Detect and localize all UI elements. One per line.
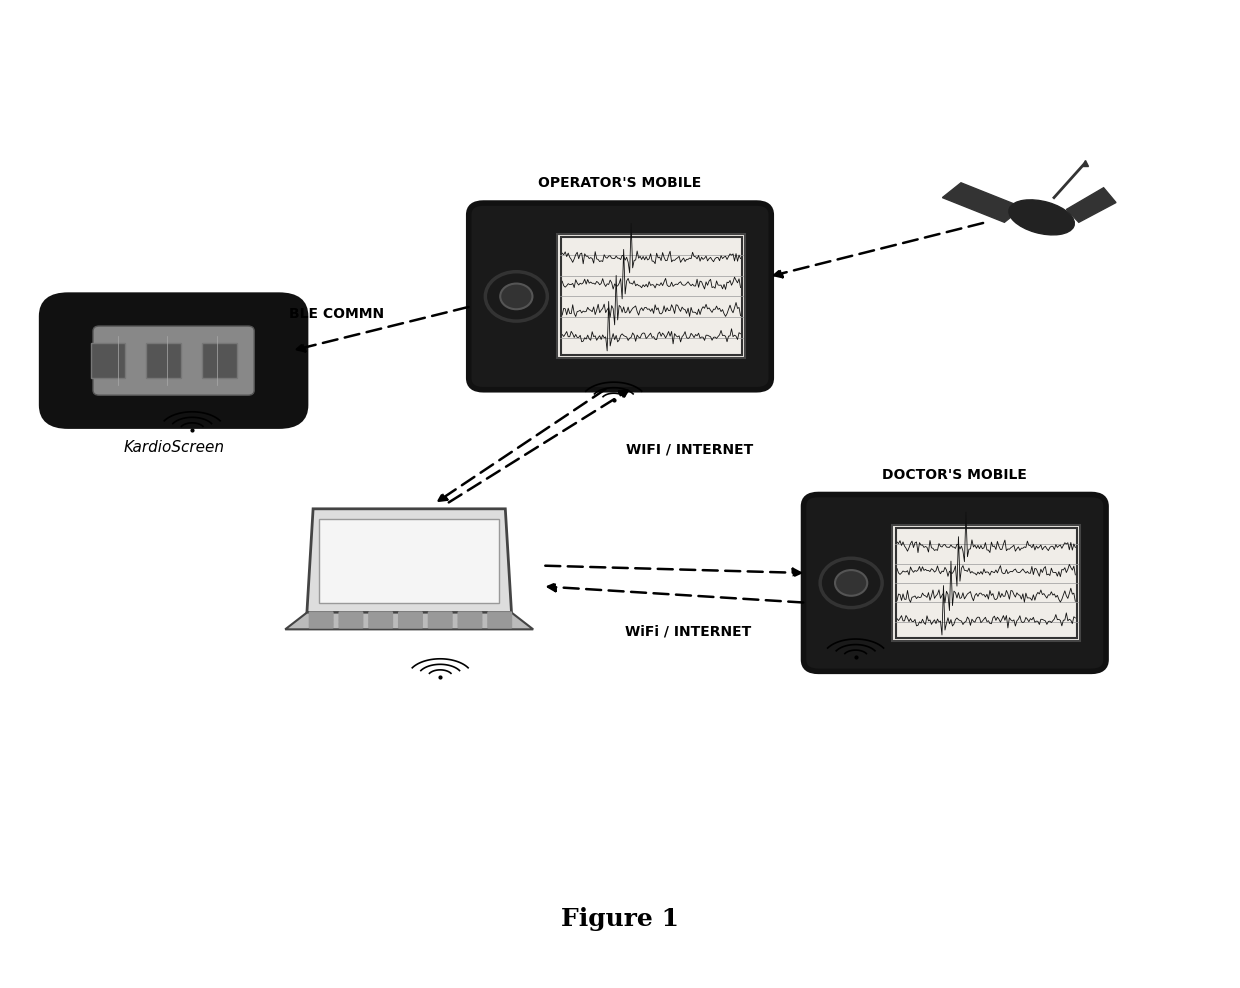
FancyBboxPatch shape <box>310 624 332 628</box>
FancyBboxPatch shape <box>340 624 363 628</box>
FancyBboxPatch shape <box>489 624 512 628</box>
FancyBboxPatch shape <box>459 613 481 617</box>
FancyBboxPatch shape <box>489 617 512 620</box>
FancyBboxPatch shape <box>429 620 451 624</box>
FancyBboxPatch shape <box>310 620 332 624</box>
Bar <box>146 343 181 378</box>
FancyBboxPatch shape <box>489 613 512 617</box>
Polygon shape <box>306 509 512 613</box>
Polygon shape <box>285 613 533 629</box>
Circle shape <box>500 284 532 309</box>
FancyBboxPatch shape <box>93 326 254 395</box>
Text: WiFi / INTERNET: WiFi / INTERNET <box>625 624 751 638</box>
FancyBboxPatch shape <box>892 525 1080 641</box>
Circle shape <box>820 558 882 608</box>
Text: KardioScreen: KardioScreen <box>123 440 224 454</box>
FancyBboxPatch shape <box>557 234 745 359</box>
FancyBboxPatch shape <box>340 613 363 617</box>
FancyBboxPatch shape <box>489 620 512 624</box>
FancyBboxPatch shape <box>399 613 422 617</box>
FancyBboxPatch shape <box>399 620 422 624</box>
Text: WIFI / INTERNET: WIFI / INTERNET <box>626 443 754 456</box>
Ellipse shape <box>1009 200 1074 235</box>
FancyBboxPatch shape <box>459 620 481 624</box>
FancyBboxPatch shape <box>399 617 422 620</box>
FancyBboxPatch shape <box>429 624 451 628</box>
Circle shape <box>835 570 867 596</box>
Polygon shape <box>942 183 1023 222</box>
Text: DOCTOR'S MOBILE: DOCTOR'S MOBILE <box>883 467 1027 482</box>
FancyBboxPatch shape <box>340 617 363 620</box>
FancyBboxPatch shape <box>469 204 771 390</box>
FancyBboxPatch shape <box>370 613 392 617</box>
Text: OPERATOR'S MOBILE: OPERATOR'S MOBILE <box>538 176 702 191</box>
FancyBboxPatch shape <box>429 617 451 620</box>
FancyBboxPatch shape <box>459 624 481 628</box>
FancyBboxPatch shape <box>370 617 392 620</box>
FancyBboxPatch shape <box>310 613 332 617</box>
Text: BLE COMMN: BLE COMMN <box>289 307 384 321</box>
FancyBboxPatch shape <box>804 495 1106 672</box>
Polygon shape <box>1066 188 1116 222</box>
FancyBboxPatch shape <box>41 294 306 427</box>
Circle shape <box>485 272 547 321</box>
Bar <box>91 343 125 378</box>
FancyBboxPatch shape <box>340 620 363 624</box>
Text: Figure 1: Figure 1 <box>560 907 680 931</box>
FancyBboxPatch shape <box>370 620 392 624</box>
FancyBboxPatch shape <box>429 613 451 617</box>
FancyBboxPatch shape <box>399 624 422 628</box>
FancyBboxPatch shape <box>310 617 332 620</box>
FancyBboxPatch shape <box>370 624 392 628</box>
Polygon shape <box>320 519 498 603</box>
FancyBboxPatch shape <box>459 617 481 620</box>
Bar <box>202 343 237 378</box>
